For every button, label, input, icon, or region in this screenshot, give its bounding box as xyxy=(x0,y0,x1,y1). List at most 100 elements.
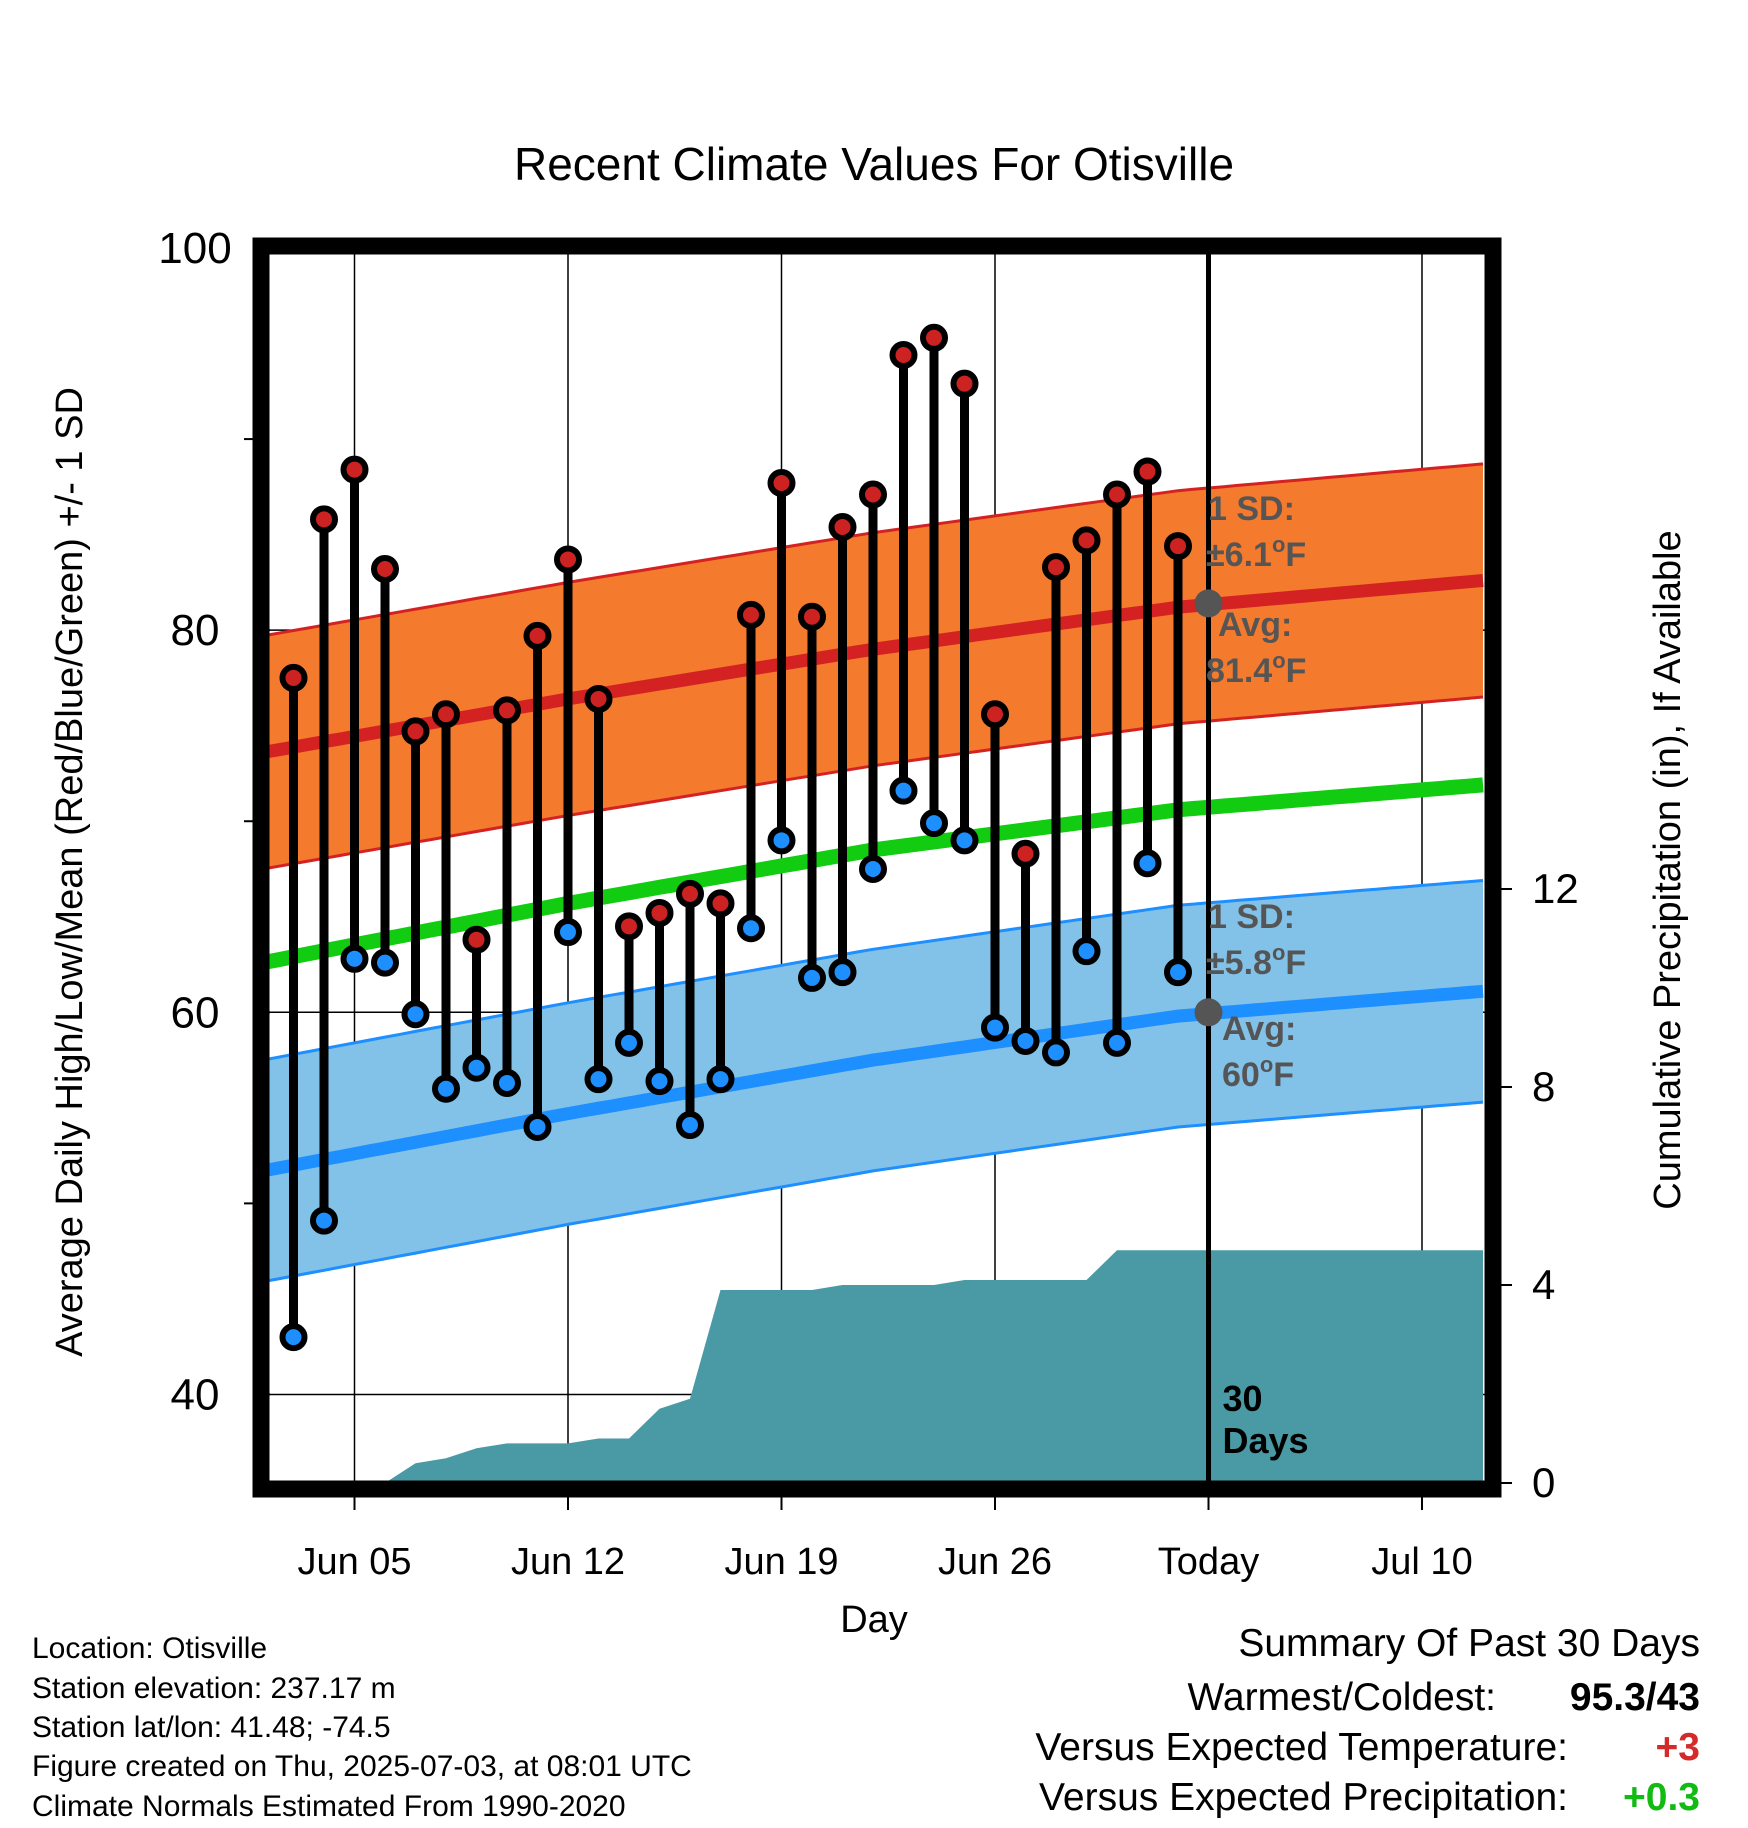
daily-high-point xyxy=(859,480,887,509)
today-high-avg-marker xyxy=(1194,589,1223,618)
info-normals: Climate Normals Estimated From 1990-2020 xyxy=(32,1790,626,1823)
daily-high-point xyxy=(889,341,918,370)
x-tick-label: Jun 19 xyxy=(724,1541,838,1583)
y-axis-label: Average Daily High/Low/Mean (Red/Blue/Gr… xyxy=(49,387,91,1357)
daily-low-point xyxy=(645,1067,674,1096)
summary-temp-label: Versus Expected Temperature: xyxy=(1035,1726,1568,1769)
y2-axis-label: Cumulative Precipitation (in), If Availa… xyxy=(1647,530,1689,1209)
daily-high-point xyxy=(1011,839,1040,868)
info-location: Location: Otisville xyxy=(32,1632,268,1665)
daily-low-point xyxy=(310,1206,338,1235)
chart-title: Recent Climate Values For Otisville xyxy=(514,138,1234,190)
daily-high-point xyxy=(371,555,399,584)
daily-low-point xyxy=(889,776,918,805)
daily-low-point xyxy=(676,1111,704,1140)
y2-tick-label: 0 xyxy=(1532,1459,1555,1506)
daily-low-point xyxy=(279,1323,308,1352)
today-days-label-line2: Days xyxy=(1223,1420,1309,1461)
daily-low-point xyxy=(981,1013,1009,1042)
daily-low-point xyxy=(1133,849,1162,878)
daily-low-point xyxy=(584,1065,613,1094)
daily-high-point xyxy=(1103,480,1131,509)
summary-precip-label: Versus Expected Precipitation: xyxy=(1039,1776,1568,1819)
x-tick-label: Jun 05 xyxy=(297,1541,411,1583)
high-sd-label: 1 SD: xyxy=(1208,490,1295,528)
low-sd-label: 1 SD: xyxy=(1208,898,1295,936)
precipitation-area xyxy=(263,1250,1483,1483)
daily-high-point xyxy=(340,455,369,484)
daily-low-point xyxy=(767,826,796,855)
info-elevation: Station elevation: 237.17 m xyxy=(32,1672,396,1705)
today-low-avg-marker xyxy=(1194,998,1223,1027)
daily-low-point xyxy=(615,1028,643,1057)
today-days-label-line1: 30 xyxy=(1223,1378,1263,1419)
daily-high-point xyxy=(950,369,979,398)
x-tick-label: Jun 26 xyxy=(938,1541,1052,1583)
x-axis-label: Day xyxy=(840,1599,908,1641)
daily-high-point xyxy=(584,684,613,713)
daily-low-point xyxy=(371,948,399,977)
daily-high-point xyxy=(676,879,704,908)
daily-high-point xyxy=(767,469,796,498)
y2-tick-label: 12 xyxy=(1532,865,1579,912)
daily-high-point xyxy=(981,700,1009,729)
low-avg-value: 60oF xyxy=(1222,1052,1294,1094)
daily-low-point xyxy=(859,855,887,883)
daily-high-point xyxy=(401,717,430,746)
y2-tick-label: 4 xyxy=(1532,1261,1555,1308)
info-latlon: Station lat/lon: 41.48; -74.5 xyxy=(32,1711,391,1744)
x-tick-label: Jul 10 xyxy=(1371,1541,1472,1583)
daily-high-point xyxy=(432,700,460,729)
y2-tick-label: 8 xyxy=(1532,1063,1555,1110)
daily-low-point xyxy=(462,1053,491,1082)
daily-high-point xyxy=(828,512,857,541)
axes: 40 60 80 100 0 4 8 12 Jun 05 Jun 12 Jun 19 Jun 26 To… xyxy=(158,224,1578,1583)
summary-precip-value: +0.3 xyxy=(1623,1776,1700,1819)
daily-high-point xyxy=(920,323,948,352)
low-avg-label: Avg: xyxy=(1222,1010,1296,1048)
daily-high-point xyxy=(706,889,735,918)
daily-low-point xyxy=(401,1000,430,1029)
daily-high-point xyxy=(462,925,491,954)
summary-warmest-value: 95.3/43 xyxy=(1569,1676,1700,1719)
precipitation-fill xyxy=(263,1250,1483,1483)
daily-high-point xyxy=(310,505,338,534)
x-tick-label: Today xyxy=(1158,1541,1259,1583)
daily-low-point xyxy=(920,809,948,838)
daily-high-point xyxy=(798,602,826,631)
x-tick-label: Jun 12 xyxy=(511,1541,625,1583)
y-tick-label: 80 xyxy=(171,606,220,655)
daily-high-point xyxy=(279,663,308,692)
daily-high-point xyxy=(1133,457,1162,486)
low-sd-upper-line xyxy=(262,879,1484,1062)
daily-high-point xyxy=(1072,526,1101,555)
daily-high-point xyxy=(737,600,765,629)
daily-low-point xyxy=(523,1112,552,1141)
daily-high-point xyxy=(1042,553,1070,582)
daily-low-point xyxy=(737,914,765,943)
daily-low-point xyxy=(493,1069,521,1098)
info-created: Figure created on Thu, 2025-07-03, at 08… xyxy=(32,1750,692,1783)
daily-high-point xyxy=(493,696,521,725)
low-sd-value: ±5.8oF xyxy=(1206,940,1306,982)
daily-low-point xyxy=(1072,937,1101,966)
high-avg-value: 81.4oF xyxy=(1206,648,1306,690)
daily-low-point xyxy=(432,1074,460,1103)
annotations: 1 SD: ±6.1oF Avg: 81.4oF 1 SD: ±5.8oF Avg: 60oF xyxy=(1194,490,1306,1094)
summary-title: Summary Of Past 30 Days xyxy=(1238,1622,1700,1665)
y-tick-label: 100 xyxy=(158,224,231,273)
avg-low-line xyxy=(261,984,1484,1178)
daily-observations xyxy=(279,323,1192,1352)
daily-low-point xyxy=(1042,1038,1070,1067)
daily-low-point xyxy=(554,918,582,947)
daily-low-point xyxy=(706,1065,735,1094)
low-sd-lower-line xyxy=(262,1100,1484,1284)
summary-temp-value: +3 xyxy=(1655,1726,1700,1769)
daily-high-point xyxy=(645,898,674,927)
high-avg-label: Avg: xyxy=(1218,606,1292,644)
daily-high-point xyxy=(523,621,552,650)
daily-high-point xyxy=(1164,532,1192,561)
summary-warmest-label: Warmest/Coldest: xyxy=(1187,1676,1496,1719)
